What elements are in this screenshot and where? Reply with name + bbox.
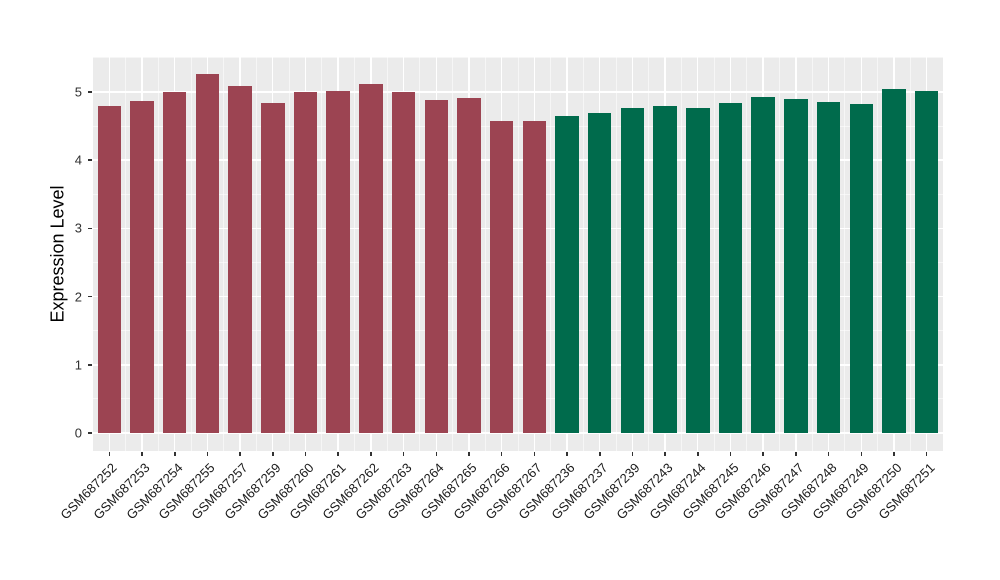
y-axis-tick <box>88 364 92 366</box>
y-tick-label: 0 <box>74 425 82 441</box>
gridline-x-minor <box>386 57 388 451</box>
gridline-x-minor <box>680 57 682 451</box>
x-axis-tick <box>827 452 830 456</box>
gridline-x-minor <box>550 57 552 451</box>
gridline-x-minor <box>811 57 813 451</box>
x-axis-tick <box>141 452 143 456</box>
x-axis-tick <box>206 452 209 456</box>
bar-GSM687237 <box>587 113 612 434</box>
bar-GSM687244 <box>686 108 710 434</box>
y-axis-tick <box>88 295 92 298</box>
bar-GSM687264 <box>424 100 449 434</box>
bar-GSM687253 <box>130 100 154 434</box>
y-axis-tick <box>88 91 92 93</box>
x-axis-tick <box>925 452 928 456</box>
gridline-x-minor <box>517 57 519 451</box>
bar-GSM687257 <box>228 85 252 434</box>
x-axis-tick <box>370 452 372 456</box>
gridline-x-minor <box>746 57 748 451</box>
gridline-x-minor <box>713 57 715 451</box>
x-axis-tick <box>697 452 699 456</box>
y-tick-label: 4 <box>74 152 82 168</box>
gridline-x-minor <box>648 57 650 451</box>
x-axis-tick <box>402 452 405 456</box>
bar-GSM687245 <box>718 102 743 434</box>
x-axis-tick <box>860 452 863 456</box>
x-axis-tick <box>762 452 764 456</box>
x-axis-tick <box>664 452 666 456</box>
plot-panel <box>93 57 943 451</box>
x-axis-tick <box>631 452 634 456</box>
bar-GSM687260 <box>293 91 318 434</box>
x-axis-tick <box>304 452 307 456</box>
gridline-x-minor <box>354 57 356 451</box>
x-axis-tick <box>174 452 176 456</box>
gridline-x-minor <box>615 57 617 451</box>
gridline-x-minor <box>909 57 911 451</box>
x-axis-tick <box>533 452 536 456</box>
x-axis-tick <box>435 452 438 456</box>
bar-GSM687246 <box>751 96 775 434</box>
bar-GSM687236 <box>555 115 579 434</box>
bar-GSM687266 <box>489 121 514 434</box>
bar-GSM687262 <box>359 84 383 434</box>
bar-GSM687259 <box>261 102 285 434</box>
bar-GSM687251 <box>914 91 939 434</box>
y-axis-tick <box>88 432 92 434</box>
y-tick-label: 5 <box>74 84 82 100</box>
gridline-x-minor <box>582 57 584 451</box>
gridline-x-minor <box>779 57 781 451</box>
x-axis-tick <box>500 452 503 456</box>
x-axis-tick <box>566 452 568 456</box>
x-axis-tick <box>599 452 601 456</box>
y-tick-label: 2 <box>74 289 82 305</box>
gridline-x-minor <box>321 57 323 451</box>
x-axis-tick <box>239 452 241 456</box>
x-axis-tick <box>729 452 732 456</box>
gridline-x-minor <box>157 57 159 451</box>
x-axis-tick <box>893 452 895 456</box>
gridline-x-minor <box>255 57 257 451</box>
y-axis-tick <box>88 227 92 230</box>
bar-GSM687243 <box>653 105 677 434</box>
y-tick-label: 3 <box>74 220 82 236</box>
x-axis-tick <box>337 452 339 456</box>
gridline-x-minor <box>125 57 127 451</box>
bar-GSM687254 <box>162 91 187 434</box>
x-axis-tick <box>272 452 274 456</box>
bar-GSM687250 <box>882 88 906 434</box>
bar-GSM687239 <box>620 108 645 434</box>
bar-GSM687267 <box>522 120 547 434</box>
bar-GSM687252 <box>97 105 122 434</box>
bar-GSM687249 <box>849 103 874 434</box>
y-axis-tick <box>88 159 92 161</box>
x-axis-tick <box>468 452 470 456</box>
gridline-x-minor <box>288 57 290 451</box>
gridline-x-minor <box>452 57 454 451</box>
x-axis-tick <box>795 452 797 456</box>
bar-GSM687248 <box>816 101 841 434</box>
gridline-x-minor <box>223 57 225 451</box>
bar-GSM687261 <box>326 91 350 434</box>
gridline-x-minor <box>190 57 192 451</box>
y-tick-label: 1 <box>74 357 82 373</box>
gridline-x-minor <box>419 57 421 451</box>
x-axis-tick <box>108 452 111 456</box>
gridline-x-minor <box>844 57 846 451</box>
bar-GSM687265 <box>457 98 481 434</box>
gridline-x-minor <box>484 57 486 451</box>
bar-GSM687247 <box>784 99 808 434</box>
bar-GSM687263 <box>391 91 416 434</box>
bar-GSM687255 <box>195 74 220 434</box>
gridline-x-minor <box>877 57 879 451</box>
